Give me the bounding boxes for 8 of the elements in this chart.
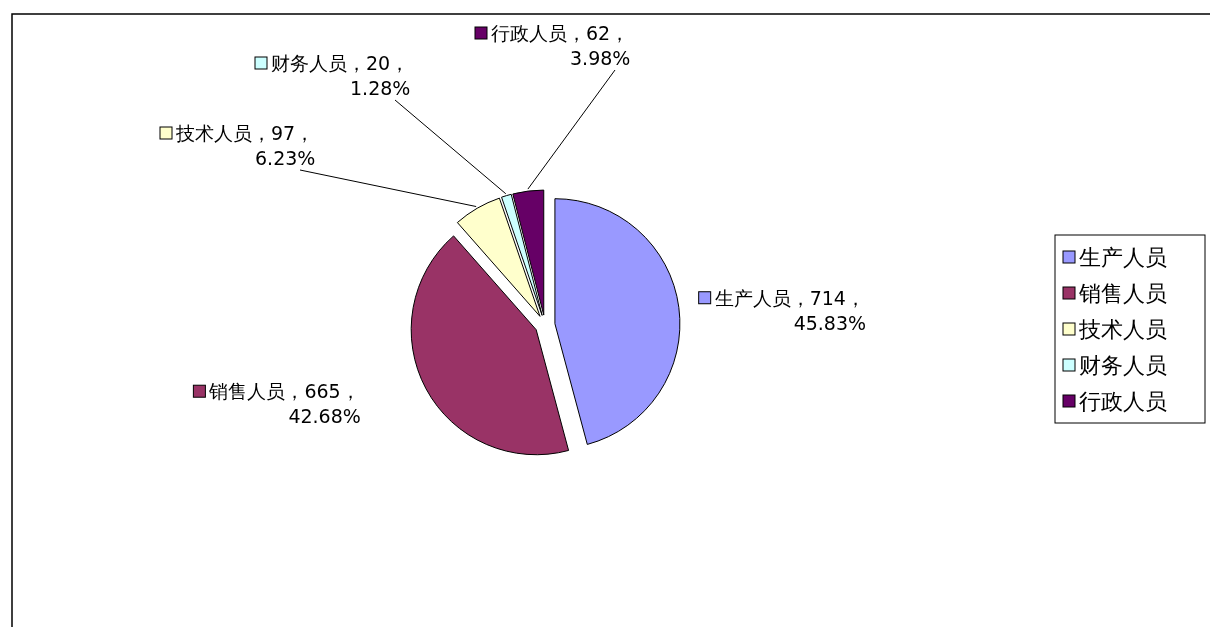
legend-label: 生产人员: [1079, 245, 1167, 270]
data-label: 技术人员，97，6.23%: [175, 122, 316, 169]
legend-label: 行政人员: [1079, 389, 1167, 414]
legend-label: 销售人员: [1078, 281, 1167, 306]
legend-label: 技术人员: [1078, 317, 1167, 342]
data-label: 行政人员，62，3.98%: [491, 22, 631, 69]
data-label: 财务人员，20，1.28%: [271, 52, 411, 99]
legend-label: 财务人员: [1079, 353, 1167, 378]
